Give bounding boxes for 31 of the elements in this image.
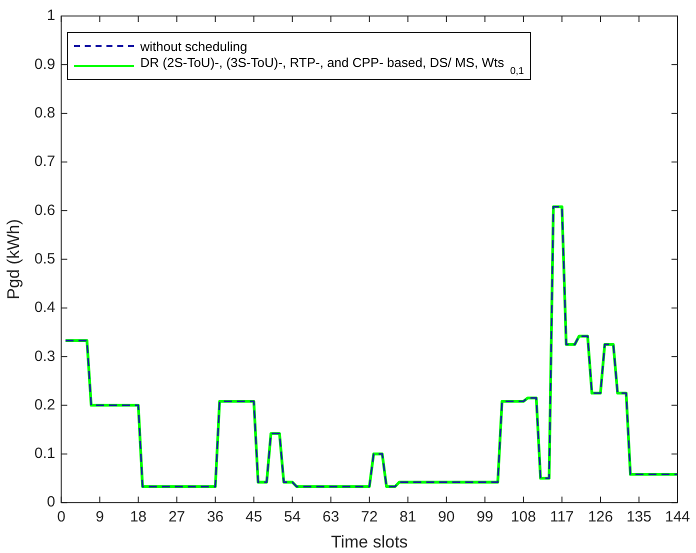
- x-tick-label: 72: [361, 508, 378, 526]
- x-tick-label: 63: [322, 508, 340, 526]
- y-tick-label: 0.9: [34, 56, 56, 73]
- x-tick-label: 81: [400, 508, 416, 526]
- x-tick-label: 117: [550, 508, 574, 526]
- y-tick-label: 0.3: [34, 348, 56, 365]
- x-tick-label: 36: [206, 508, 224, 526]
- x-tick-label: 126: [588, 508, 613, 526]
- y-tick-label: 0.5: [34, 250, 56, 268]
- x-tick-label: 9: [96, 508, 104, 526]
- y-tick-label: 1: [46, 7, 56, 24]
- y-tick-label: 0.8: [34, 104, 56, 122]
- x-tick-label: 108: [510, 508, 536, 526]
- x-tick-label: 90: [438, 508, 455, 526]
- x-tick-label: 45: [245, 508, 262, 526]
- y-axis-title: Pgd (kWh): [4, 219, 23, 300]
- x-tick-label: 18: [130, 508, 147, 526]
- y-tick-label: 0.6: [34, 202, 56, 219]
- y-tick-label: 0.4: [34, 299, 56, 316]
- x-tick-label: 54: [284, 508, 301, 526]
- x-tick-label: 135: [626, 508, 652, 526]
- x-tick-label: 144: [664, 508, 690, 526]
- y-tick-label: 0.1: [34, 445, 56, 462]
- legend-label: without scheduling: [140, 38, 248, 54]
- y-tick-label: 0.2: [34, 396, 56, 414]
- legend-label: DR (2S-ToU)-, (3S-ToU)-, RTP-, and CPP- based, DS/ MS, Wts$_{0,1}$: [140, 55, 524, 77]
- x-tick-label: 27: [168, 508, 186, 526]
- x-axis-title: Time slots: [330, 532, 408, 552]
- y-tick-label: 0: [46, 494, 56, 511]
- x-tick-label: 99: [476, 508, 494, 526]
- y-tick-label: 0.7: [34, 153, 56, 170]
